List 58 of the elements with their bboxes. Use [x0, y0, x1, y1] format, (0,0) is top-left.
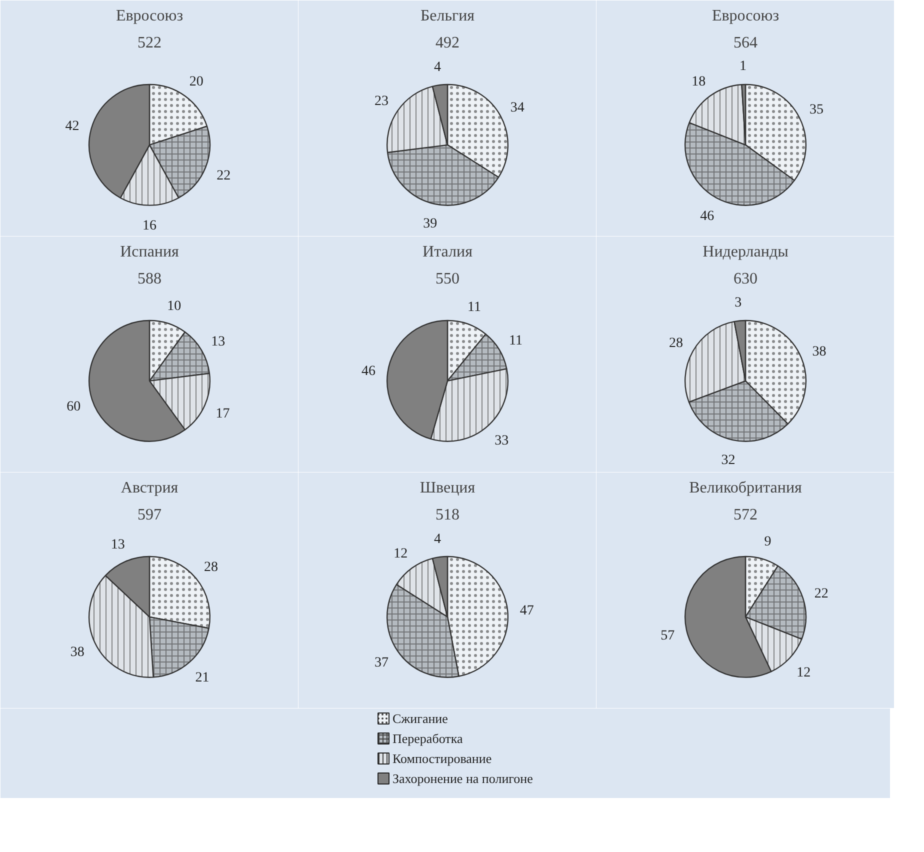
chart-title: Евросоюз [116, 8, 184, 24]
chart-title: Италия [422, 244, 474, 260]
data-label: 22 [216, 168, 231, 184]
data-label: 46 [700, 208, 714, 224]
chart-subtitle: 588 [138, 270, 162, 288]
data-label: 21 [195, 670, 210, 686]
chart-subtitle: 492 [436, 34, 460, 52]
data-label: 10 [167, 299, 182, 314]
data-label: 11 [468, 300, 481, 315]
data-label: 22 [814, 586, 828, 602]
data-label: 47 [520, 603, 534, 618]
data-label: 11 [508, 334, 522, 349]
chart-title: Бельгия [420, 8, 476, 24]
chart-subtitle: 564 [734, 34, 758, 52]
data-label: 3 [734, 296, 742, 311]
chart-subtitle: 597 [138, 506, 162, 524]
data-label: 12 [394, 546, 408, 562]
chart-subtitle: 522 [138, 34, 162, 52]
data-label: 39 [423, 216, 438, 232]
data-label: 18 [692, 74, 706, 90]
data-label: 35 [810, 102, 824, 118]
data-label: 28 [204, 560, 218, 576]
data-label: 16 [142, 218, 156, 234]
legend-label: Сжигание [392, 711, 448, 726]
data-label: 9 [764, 534, 772, 550]
data-label: 38 [70, 644, 84, 660]
data-label: 42 [65, 119, 80, 134]
data-label: 46 [362, 364, 376, 379]
data-label: 13 [211, 334, 226, 350]
data-label: 60 [66, 400, 81, 415]
chart-title: Испания [120, 244, 180, 260]
data-label: 4 [434, 60, 442, 75]
data-label: 34 [510, 100, 524, 116]
data-label: 38 [812, 344, 826, 360]
data-label: 13 [110, 538, 125, 553]
chart-title: Великобритания [689, 480, 803, 496]
data-label: 4 [434, 532, 442, 547]
chart-subtitle: 630 [734, 270, 758, 288]
chart-subtitle: 572 [734, 506, 758, 524]
chart-subtitle: 518 [436, 506, 460, 524]
data-label: 1 [739, 59, 746, 74]
data-label: 17 [216, 406, 230, 422]
data-label: 28 [669, 336, 684, 351]
data-label: 12 [796, 665, 811, 680]
data-label: 37 [374, 656, 389, 671]
data-label: 32 [721, 452, 736, 468]
data-label: 23 [374, 94, 389, 110]
chart-subtitle: 550 [436, 270, 460, 288]
chart-title: Евросоюз [712, 8, 780, 24]
chart-title: Австрия [120, 480, 179, 496]
legend-label: Переработка [392, 731, 463, 746]
legend-label: Захоронение на полигоне [392, 771, 534, 786]
chart-title: Нидерланды [702, 244, 789, 260]
chart-title: Швеция [420, 480, 476, 496]
data-label: 57 [660, 628, 675, 644]
data-label: 33 [494, 433, 509, 448]
legend-label: Компостирование [392, 751, 492, 766]
data-label: 20 [189, 74, 204, 90]
